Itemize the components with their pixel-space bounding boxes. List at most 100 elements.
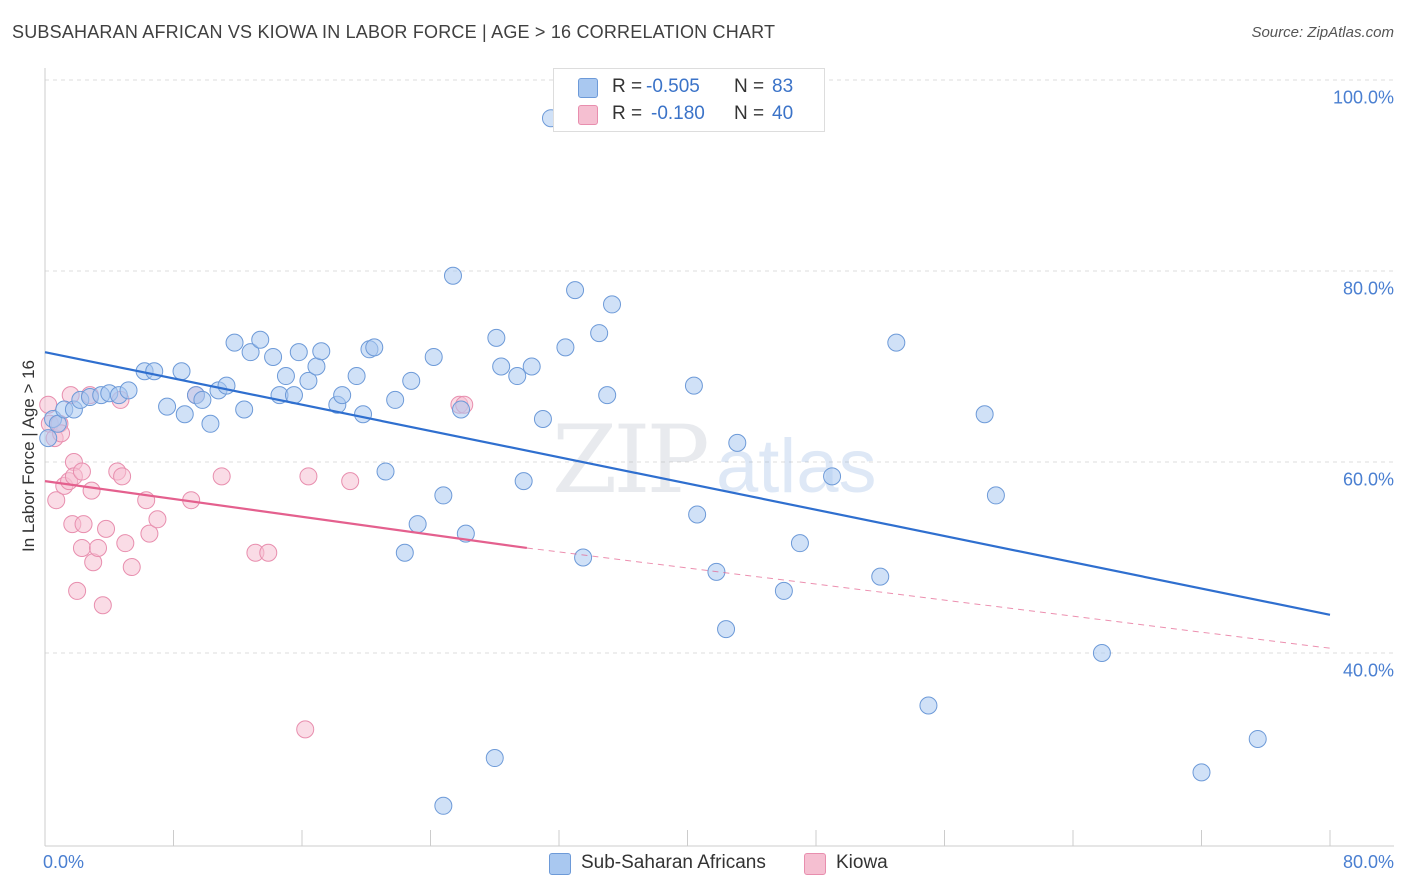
sub-saharan-point [1248, 729, 1267, 748]
kiowa-point [68, 581, 87, 600]
kiowa-trend-line [44, 480, 528, 550]
sub-saharan-point [574, 548, 593, 567]
y-tick-label-60: 60.0% [1342, 469, 1394, 490]
kiowa-points [39, 386, 474, 739]
legend-label-sub-saharan: Sub-Saharan Africans [581, 852, 766, 873]
sub-saharan-point [276, 367, 295, 386]
sub-saharan-point [434, 796, 453, 815]
x-tick-marks [173, 830, 1331, 846]
y-tick-label-40: 40.0% [1342, 660, 1394, 681]
sub-saharan-point [986, 486, 1005, 505]
watermark: ZIP atlas [552, 406, 877, 515]
sub-saharan-point [312, 342, 331, 361]
sub-saharan-point [235, 400, 254, 419]
sub-saharan-point [443, 266, 462, 285]
sub-saharan-point [424, 347, 443, 366]
sub-saharan-point [434, 486, 453, 505]
y-tick-label-80: 80.0% [1342, 278, 1394, 299]
stats-n-label: N = [734, 103, 765, 124]
sub-saharan-point [333, 386, 352, 405]
sub-saharan-point [566, 281, 585, 300]
sub-saharan-point [145, 362, 164, 381]
legend: Sub-Saharan Africans Kiowa [0, 852, 1406, 876]
sub-saharan-point [717, 620, 736, 639]
sub-saharan-point [598, 386, 617, 405]
sub-saharan-point [395, 543, 414, 562]
sub-saharan-point [1192, 763, 1211, 782]
y-tick-label-100: 100.0% [1332, 87, 1394, 108]
sub-saharan-point [688, 505, 707, 524]
sub-saharan-point [264, 347, 283, 366]
sub-saharan-point [492, 357, 511, 376]
stats-row-sub-saharan: R = -0.505 N = 83 [554, 73, 824, 101]
sub-saharan-point [871, 567, 890, 586]
sub-saharan-point [452, 400, 471, 419]
sub-saharan-point [590, 324, 609, 343]
kiowa-point [113, 467, 132, 486]
kiowa-point [82, 481, 101, 500]
kiowa-point [72, 538, 91, 557]
sub-saharan-point [307, 357, 326, 376]
sub-saharan-point [823, 467, 842, 486]
stats-n-label: N = [734, 76, 765, 97]
sub-saharan-point [603, 295, 622, 314]
kiowa-point [296, 720, 315, 739]
stats-swatch-pink [578, 105, 598, 125]
sub-saharan-point [158, 397, 177, 416]
sub-saharan-point [790, 534, 809, 553]
sub-saharan-point [365, 338, 384, 357]
kiowa-point [97, 519, 116, 538]
chart-title: SUBSAHARAN AFRICAN VS KIOWA IN LABOR FOR… [12, 22, 776, 42]
sub-saharan-point [172, 362, 191, 381]
stats-r-label: R = [612, 76, 643, 97]
sub-saharan-point [728, 433, 747, 452]
sub-saharan-point [225, 333, 244, 352]
sub-saharan-point [39, 429, 58, 448]
x-tick-label-min: 0.0% [43, 852, 85, 872]
kiowa-point [140, 524, 159, 543]
y-axis-label: In Labor Force | Age > 16 [19, 359, 38, 553]
sub-saharan-point [289, 343, 308, 362]
sub-saharan-point [402, 371, 421, 390]
stats-r-label: R = [612, 103, 643, 124]
sub-saharan-point [119, 381, 138, 400]
sub-saharan-point [975, 405, 994, 424]
sub-saharan-point [376, 462, 395, 481]
stats-n-value: 83 [772, 76, 794, 97]
legend-label-kiowa: Kiowa [836, 852, 888, 873]
sub-saharan-trend-line [44, 351, 1331, 616]
stats-n-value: 40 [772, 103, 794, 124]
kiowa-trend-line-extension [526, 547, 1331, 649]
kiowa-point [299, 467, 318, 486]
kiowa-point [148, 510, 167, 529]
sub-saharan-point [251, 330, 270, 349]
sub-saharan-point [201, 414, 220, 433]
x-tick-label-max: 80.0% [1342, 852, 1394, 872]
sub-saharan-point [386, 390, 405, 409]
kiowa-point [47, 491, 66, 510]
sub-saharan-point [175, 405, 194, 424]
sub-saharan-point [887, 333, 906, 352]
sub-saharan-point [919, 696, 938, 715]
sub-saharan-point [533, 410, 552, 429]
kiowa-point [93, 596, 112, 615]
sub-saharan-point [241, 343, 260, 362]
kiowa-point [74, 515, 93, 534]
legend-swatch-kiowa [804, 853, 826, 875]
sub-saharan-point [347, 367, 366, 386]
stats-r-value: -0.180 [651, 103, 705, 124]
source-credit: Source: ZipAtlas.com [1251, 24, 1394, 41]
kiowa-point [72, 462, 91, 481]
sub-saharan-point [408, 515, 427, 534]
kiowa-point [341, 472, 360, 491]
sub-saharan-point [485, 749, 504, 768]
trend-lines [44, 351, 1331, 649]
sub-saharan-point [354, 405, 373, 424]
stats-row-kiowa: R = -0.180 N = 40 [554, 100, 824, 128]
sub-saharan-point [522, 357, 541, 376]
sub-saharan-point [556, 338, 575, 357]
kiowa-point [89, 538, 108, 557]
sub-saharan-points [39, 109, 1267, 815]
kiowa-point [122, 558, 141, 577]
